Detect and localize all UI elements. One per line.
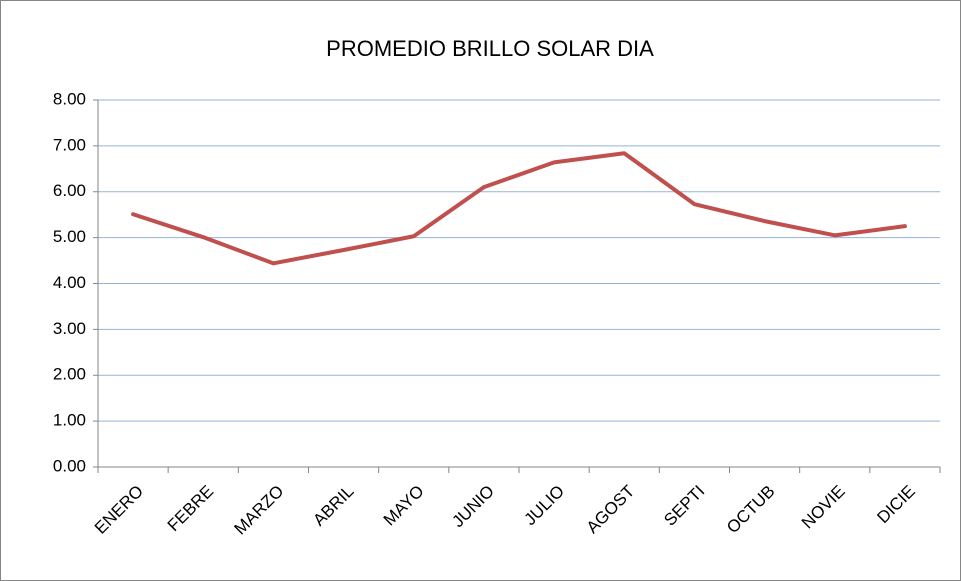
y-tick-label: 4.00 xyxy=(53,273,86,292)
y-tick-label: 3.00 xyxy=(53,319,86,338)
y-tick-label: 8.00 xyxy=(53,89,86,108)
y-tick-label: 5.00 xyxy=(53,227,86,246)
y-tick-label: 6.00 xyxy=(53,181,86,200)
y-tick-label: 1.00 xyxy=(53,411,86,430)
y-tick-label: 7.00 xyxy=(53,135,86,154)
y-tick-label: 0.00 xyxy=(53,456,86,475)
y-tick-label: 2.00 xyxy=(53,365,86,384)
line-series xyxy=(131,151,907,266)
chart-title: PROMEDIO BRILLO SOLAR DIA xyxy=(326,36,654,61)
